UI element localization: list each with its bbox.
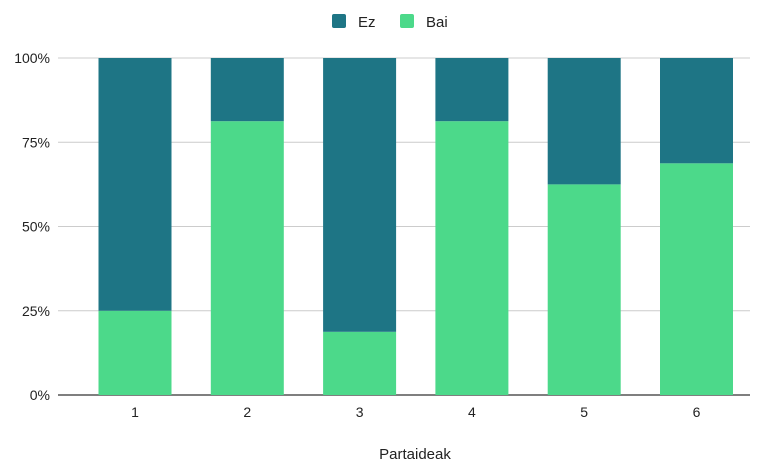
bars — [98, 58, 733, 395]
y-tick-label: 75% — [22, 134, 50, 150]
gridlines — [58, 57, 750, 396]
bar-segment-bai-4 — [435, 121, 509, 395]
legend-swatch-ez — [332, 14, 346, 28]
bar-segment-bai-5 — [547, 184, 621, 395]
legend: Ez Bai — [332, 14, 448, 31]
x-tick-label: 3 — [356, 404, 364, 420]
x-axis-ticks: 1 2 3 4 5 6 — [131, 404, 701, 420]
bar-segment-bai-6 — [660, 163, 733, 395]
x-tick-label: 1 — [131, 404, 139, 420]
x-tick-label: 2 — [243, 404, 251, 420]
bar-segment-ez-1 — [98, 58, 172, 311]
bar-segment-ez-3 — [323, 58, 397, 332]
y-axis-ticks: 0% 25% 50% 75% 100% — [14, 50, 50, 403]
x-tick-label: 6 — [693, 404, 701, 420]
bar-segment-ez-6 — [660, 58, 733, 164]
y-tick-label: 25% — [22, 303, 50, 319]
bar-segment-ez-5 — [547, 58, 621, 185]
bar-segment-ez-4 — [435, 58, 509, 122]
y-tick-label: 100% — [14, 50, 50, 66]
bar-segment-ez-2 — [210, 58, 284, 122]
legend-swatch-bai — [400, 14, 414, 28]
bar-segment-bai-2 — [210, 121, 284, 395]
x-tick-label: 5 — [580, 404, 588, 420]
legend-label-ez: Ez — [358, 14, 376, 31]
bar-segment-bai-3 — [323, 331, 397, 395]
y-tick-label: 50% — [22, 219, 50, 235]
y-tick-label: 0% — [30, 387, 50, 403]
x-tick-label: 4 — [468, 404, 476, 420]
bar-segment-bai-1 — [98, 310, 172, 395]
legend-label-bai: Bai — [426, 14, 448, 31]
x-axis-title: Partaideak — [379, 446, 451, 461]
